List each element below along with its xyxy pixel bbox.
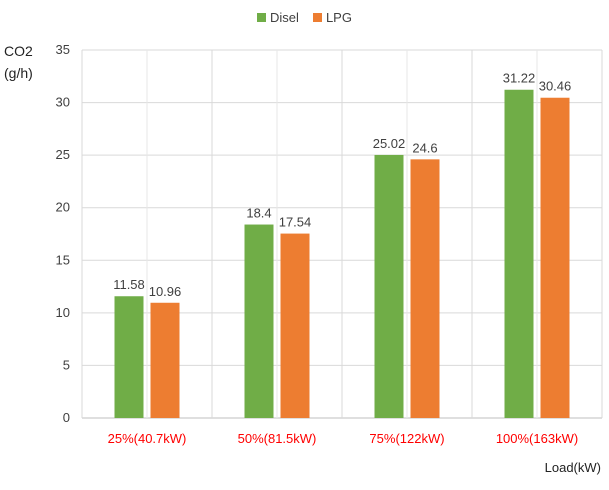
bar-disel <box>374 154 404 419</box>
legend-swatch-disel <box>257 13 267 22</box>
bar-disel <box>244 224 274 418</box>
legend-item-lpg: LPG <box>312 10 352 25</box>
bar-lpg <box>150 302 180 418</box>
data-label: 30.46 <box>539 79 572 94</box>
data-label: 11.58 <box>113 277 145 292</box>
y-tick-label: 30 <box>56 95 70 110</box>
x-tick-label: 50%(81.5kW) <box>238 431 317 446</box>
legend-item-disel: Disel <box>257 10 299 25</box>
legend: Disel LPG <box>0 10 609 25</box>
legend-label-lpg: LPG <box>325 10 352 25</box>
data-label: 10.96 <box>149 284 182 299</box>
y-tick-label: 20 <box>56 200 70 215</box>
x-tick-label: 25%(40.7kW) <box>108 431 187 446</box>
bar-disel <box>114 296 144 418</box>
bar-lpg <box>280 233 310 418</box>
x-tick-label: 100%(163kW) <box>496 431 578 446</box>
y-axis-label: CO2 (g/h) <box>4 40 33 84</box>
bar-lpg <box>410 159 440 418</box>
data-label: 18.4 <box>246 206 271 221</box>
data-label: 17.54 <box>279 215 312 230</box>
y-tick-label: 25 <box>56 147 70 162</box>
y-tick-label: 10 <box>56 305 70 320</box>
x-axis-label: Load(kW) <box>544 460 601 475</box>
x-tick-label: 75%(122kW) <box>369 431 444 446</box>
y-tick-label: 0 <box>63 410 70 425</box>
bar-disel <box>504 89 534 418</box>
data-label: 24.6 <box>412 140 437 155</box>
bar-lpg <box>540 97 570 418</box>
data-label: 25.02 <box>373 136 406 151</box>
legend-label-disel: Disel <box>270 10 299 25</box>
y-tick-label: 15 <box>56 252 70 267</box>
y-axis-label-quantity: CO2 <box>4 43 33 59</box>
y-tick-label: 5 <box>63 357 70 372</box>
y-axis-label-unit: (g/h) <box>4 65 33 81</box>
data-label: 31.22 <box>503 71 536 86</box>
y-tick-label: 35 <box>56 42 70 57</box>
legend-swatch-lpg <box>312 13 322 22</box>
